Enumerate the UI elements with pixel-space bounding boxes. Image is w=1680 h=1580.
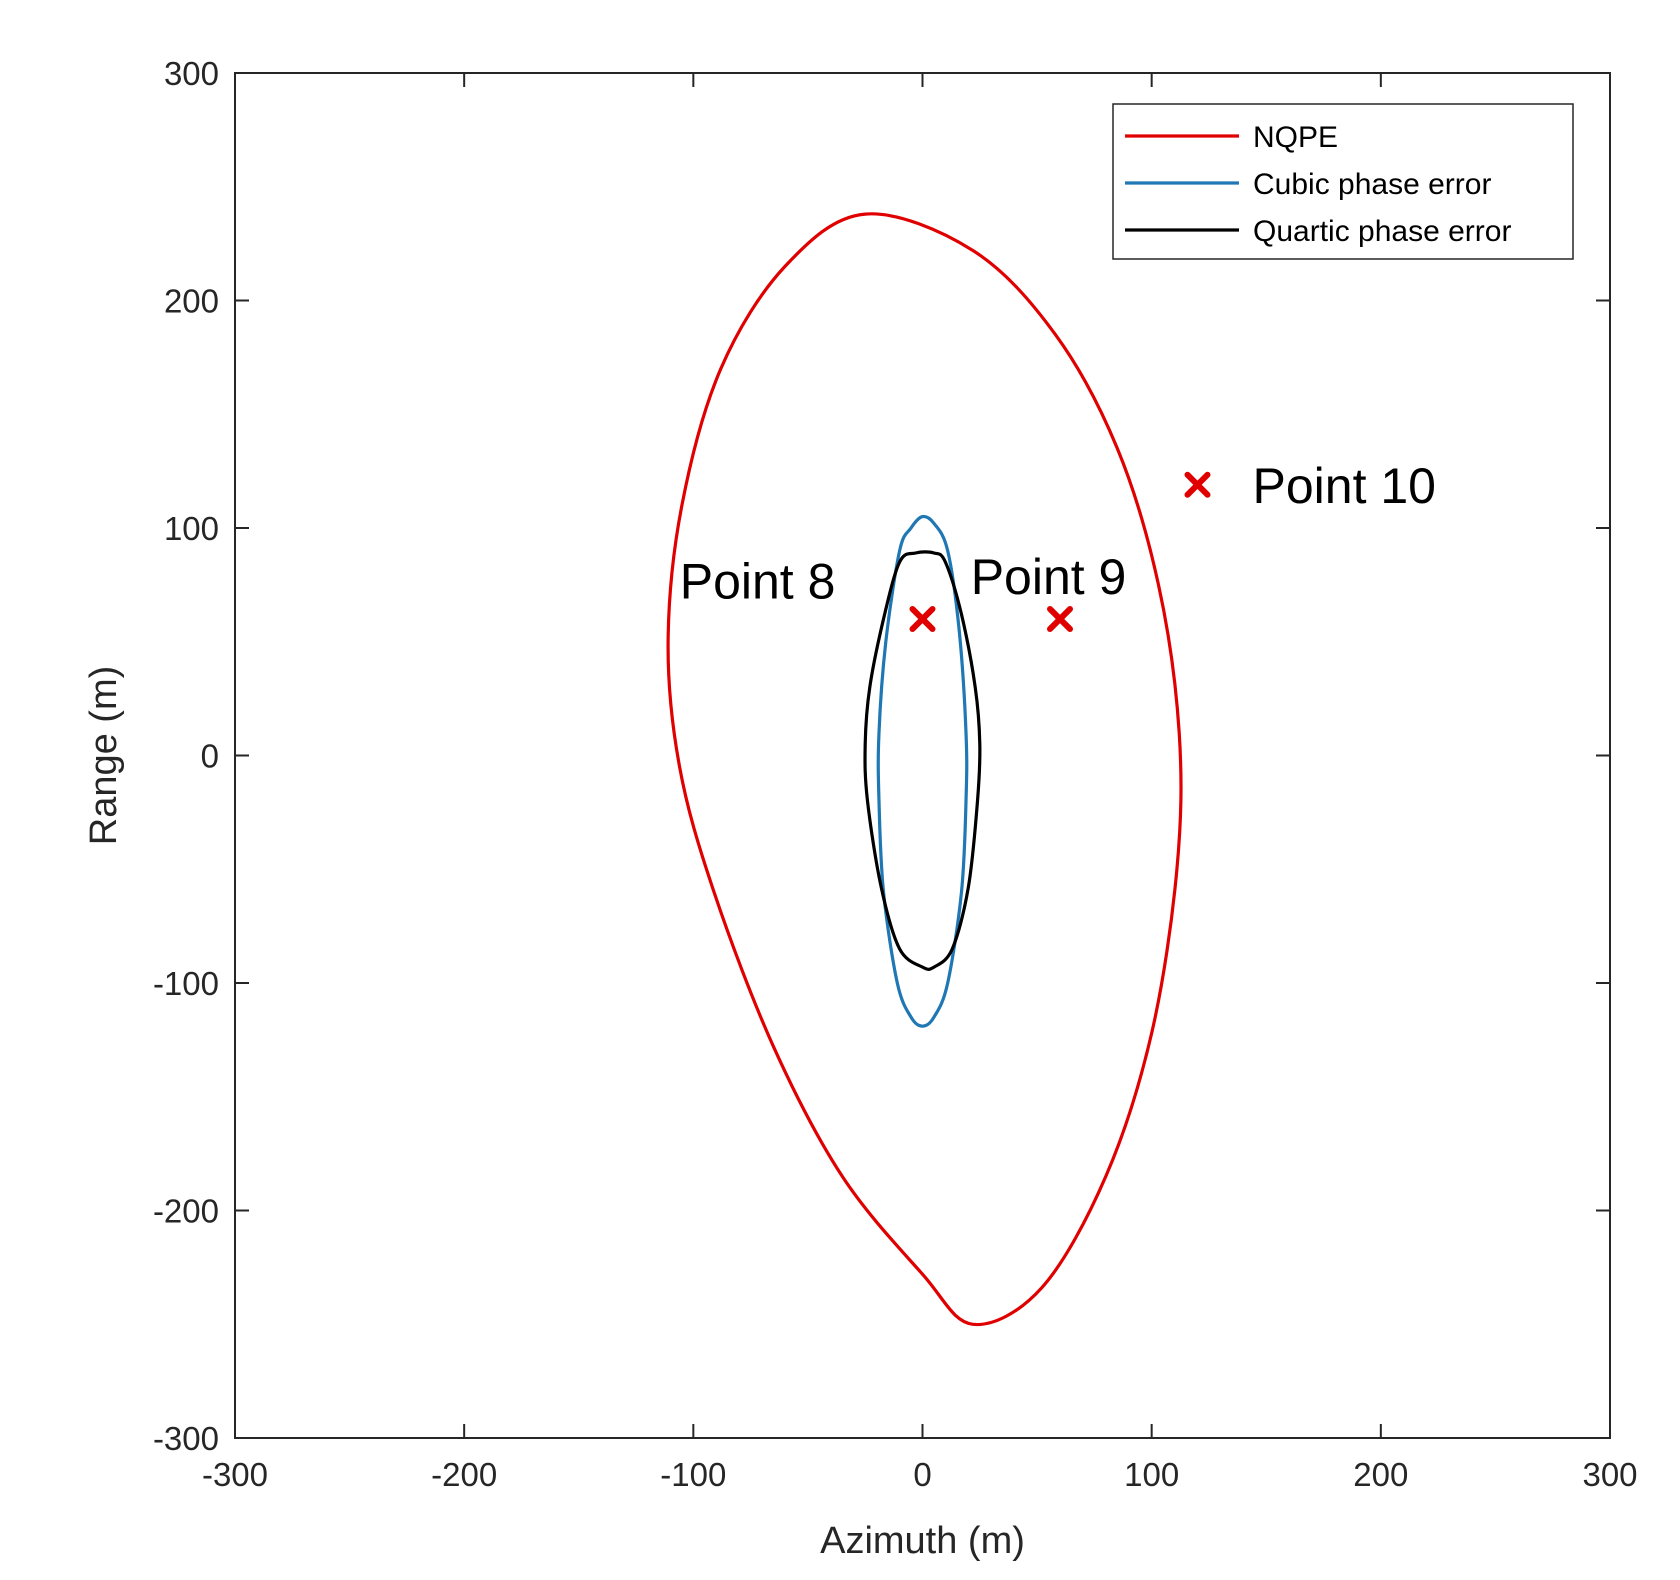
- y-tick-label: 300: [164, 55, 219, 92]
- legend-entry: Cubic phase error: [1253, 168, 1491, 201]
- plot-area: [234, 72, 1611, 1439]
- x-tick-label: -200: [431, 1456, 497, 1493]
- y-tick-label: -200: [153, 1193, 219, 1230]
- legend: NQPE Cubic phase error Quartic phase error: [1112, 103, 1574, 260]
- x-tick-label: -300: [202, 1456, 268, 1493]
- legend-entry: Quartic phase error: [1253, 215, 1511, 248]
- curves: [666, 212, 1183, 1327]
- y-axis-label: Range (m): [83, 666, 125, 846]
- point-annotations: Point 8 Point 9 Point 10: [680, 458, 1436, 610]
- y-tick-label: 0: [201, 738, 219, 775]
- point-marker: [1184, 471, 1211, 498]
- point-marker: [909, 606, 936, 632]
- point-label: Point 8: [680, 553, 836, 609]
- x-tick-label: 300: [1582, 1456, 1637, 1493]
- legend-entry: NQPE: [1253, 121, 1338, 154]
- y-tick-label: -100: [153, 965, 219, 1002]
- x-tick-label: -100: [660, 1456, 726, 1493]
- x-tick-label: 0: [913, 1456, 931, 1493]
- y-tick-label: -300: [153, 1420, 219, 1457]
- x-tick-label: 100: [1124, 1456, 1179, 1493]
- y-tick-label: 200: [164, 283, 219, 320]
- axis-ticks: -300 -200 -100 0 100 200 300 -300 -200 -100 0 100 20…: [153, 55, 1638, 1493]
- curve-cubic-phase-error: [876, 514, 969, 1028]
- x-tick-label: 200: [1353, 1456, 1408, 1493]
- point-marker: [1047, 606, 1073, 632]
- y-tick-label: 100: [164, 510, 219, 547]
- x-axis-label: Azimuth (m): [820, 1520, 1025, 1562]
- point-markers: [909, 471, 1211, 632]
- point-label: Point 9: [971, 549, 1127, 605]
- point-label: Point 10: [1253, 458, 1436, 514]
- curve-nqpe: [666, 212, 1183, 1327]
- curve-quartic-phase-error: [863, 550, 982, 971]
